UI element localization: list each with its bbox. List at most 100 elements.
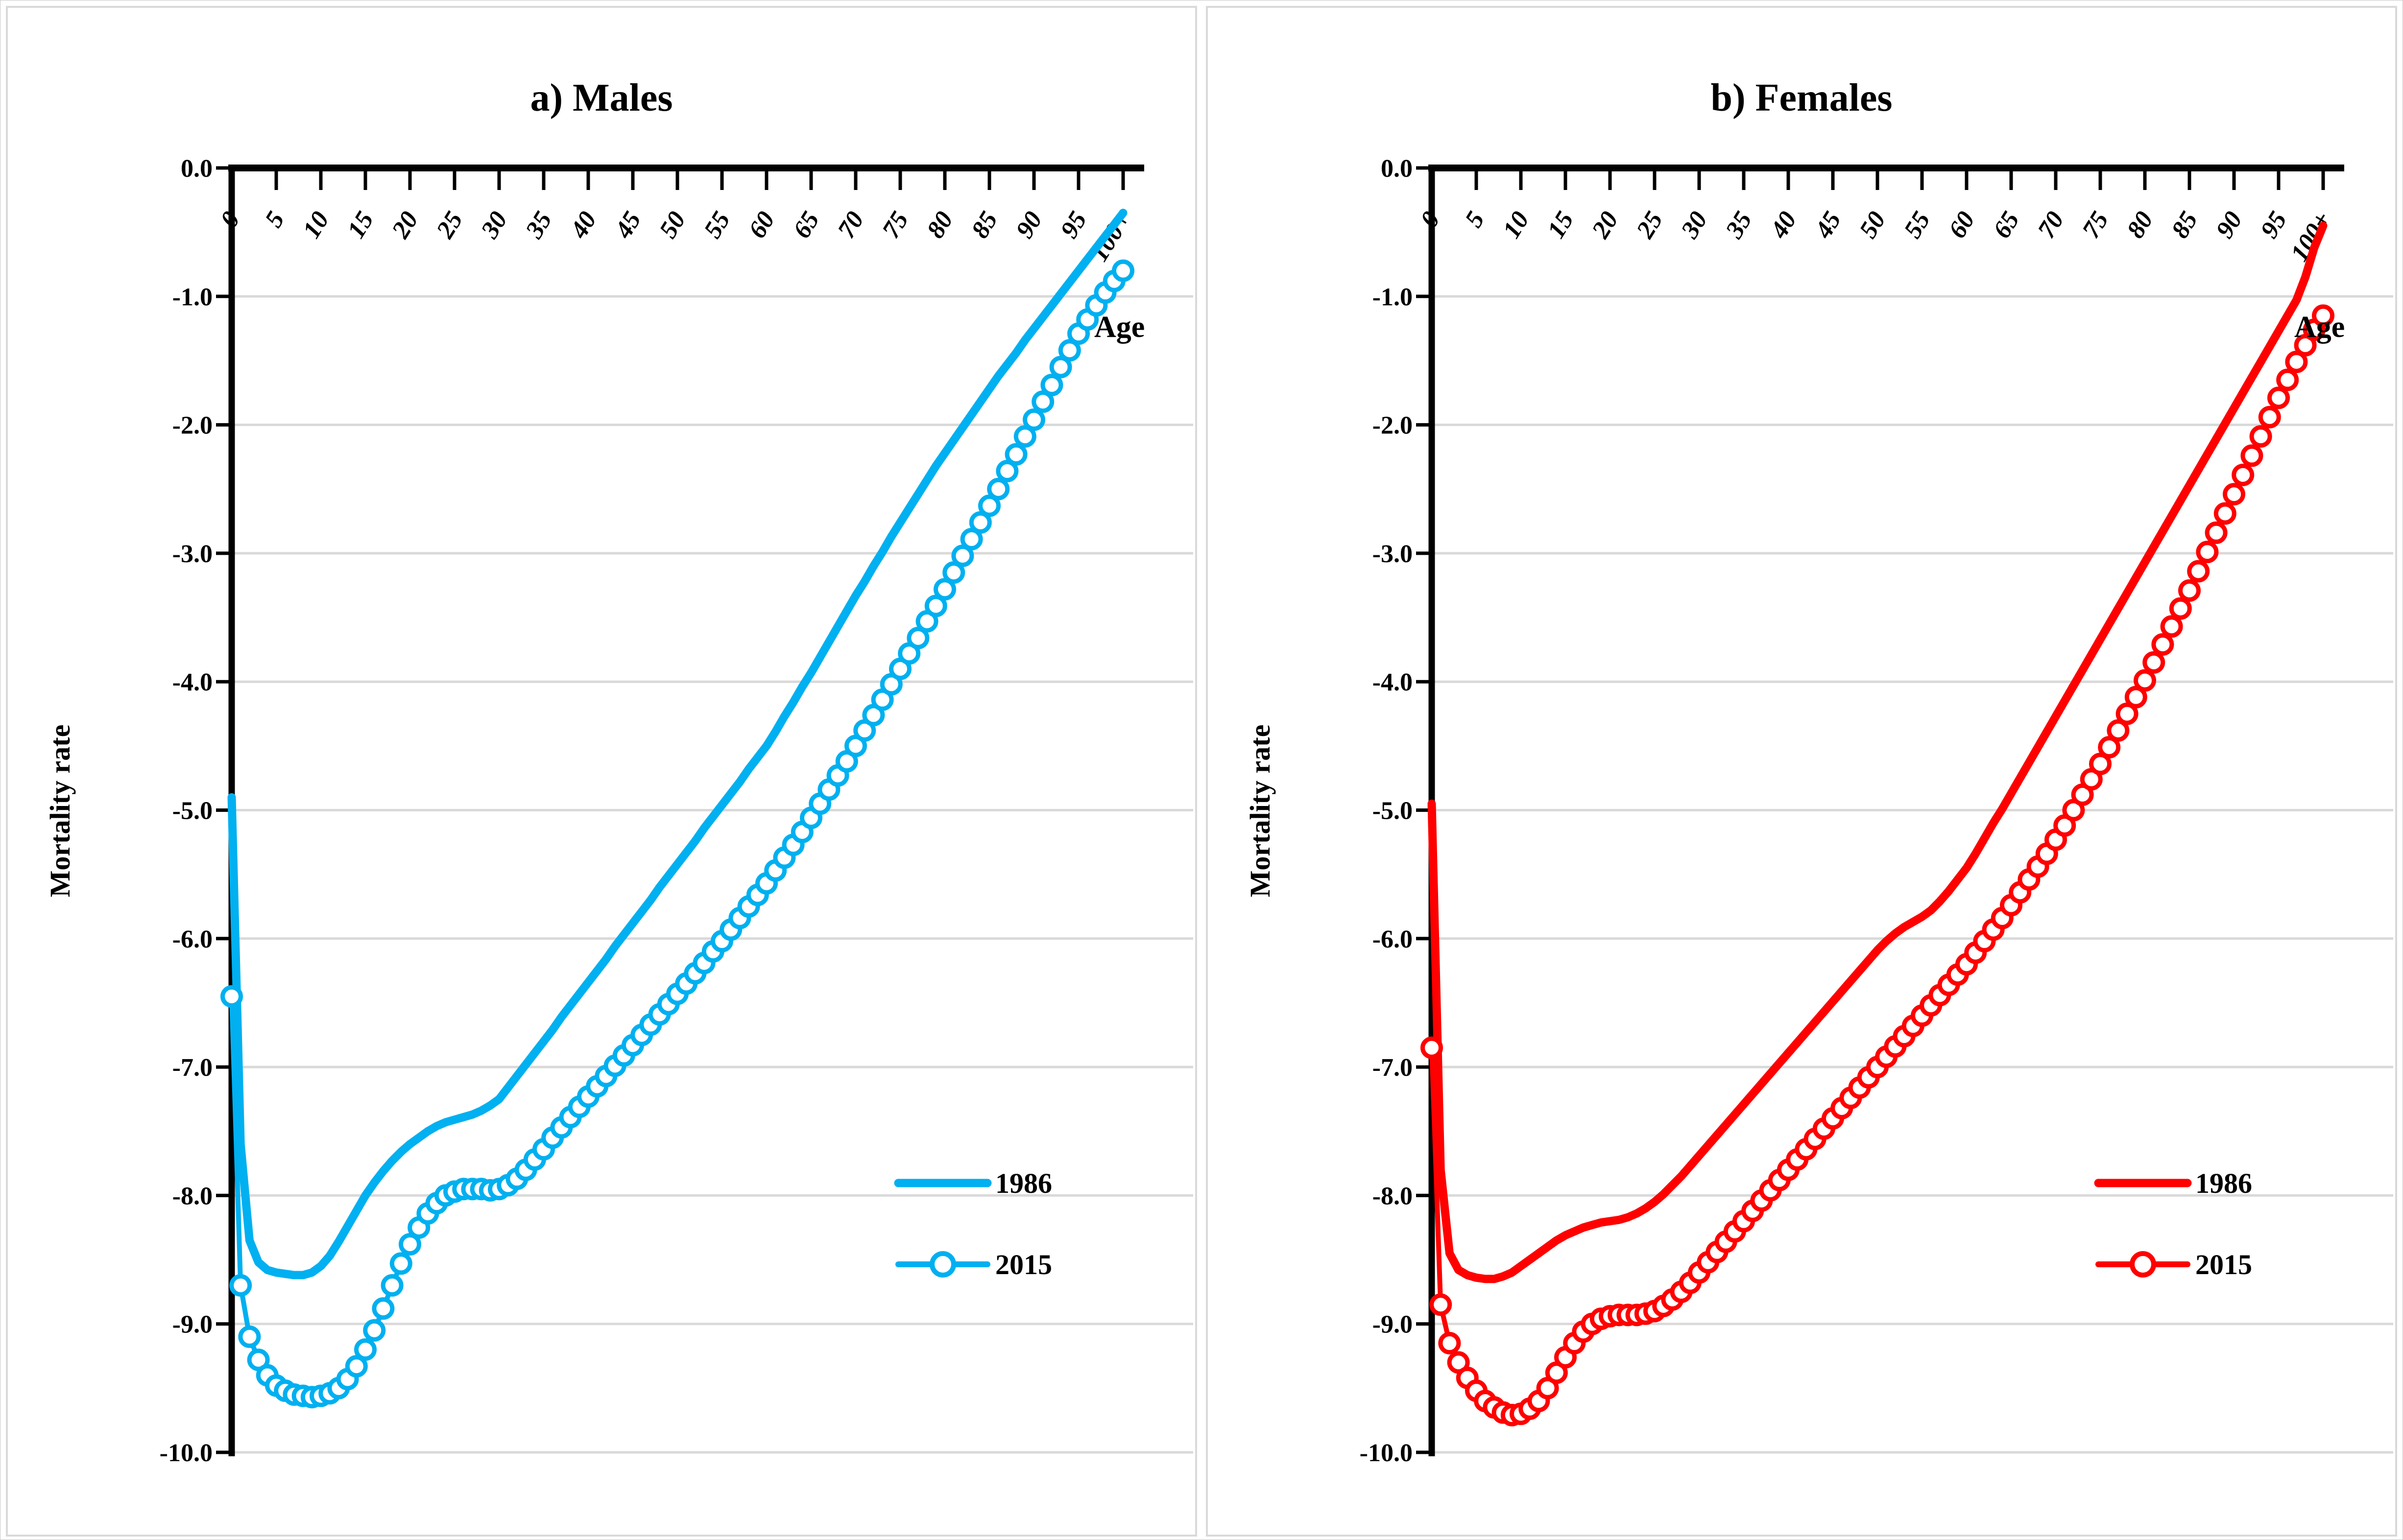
y-tick-label: -7.0	[172, 1054, 213, 1082]
x-tick-label: 90	[1010, 207, 1048, 243]
y-tick-label: -3.0	[1372, 540, 1413, 568]
y-tick-label: -10.0	[1360, 1439, 1413, 1467]
y-tick-label: -9.0	[1372, 1311, 1413, 1339]
y-tick-label: -2.0	[1372, 412, 1413, 440]
series-2015-marker	[2240, 444, 2263, 467]
x-tick-label: 30	[1676, 207, 1713, 243]
series-2015-marker	[2115, 702, 2139, 725]
series-2015-marker	[996, 460, 1019, 483]
x-tick-label: 45	[1809, 207, 1847, 243]
x-tick-label: 15	[1542, 207, 1579, 243]
x-tick-label: 60	[743, 207, 780, 243]
series-2015-marker	[238, 1325, 261, 1348]
series-2015-marker	[2089, 753, 2112, 776]
x-tick-label: 10	[1497, 207, 1535, 243]
x-tick-label: 5	[1460, 207, 1490, 232]
legend-label-2015: 2015	[995, 1249, 1052, 1280]
x-tick-label: 20	[1586, 207, 1624, 243]
series-2015-marker	[1032, 390, 1055, 413]
series-2015-marker	[1058, 339, 1081, 362]
x-tick-label: 15	[342, 207, 379, 243]
series-2015-marker	[1005, 443, 1028, 466]
series-2015-marker	[381, 1274, 404, 1297]
y-tick-label: -1.0	[172, 283, 213, 311]
chart-title: b) Females	[1710, 76, 1892, 119]
series-2015-marker	[2258, 405, 2281, 428]
series-2015-marker	[1112, 259, 1134, 282]
series-2015-marker	[934, 578, 956, 601]
series-2015-marker	[2213, 502, 2236, 525]
x-tick-label: 75	[877, 207, 914, 243]
series-2015-marker	[2142, 651, 2165, 674]
x-tick-label: 70	[832, 207, 869, 243]
series-2015-marker	[978, 494, 1001, 517]
series-2015-marker	[2124, 686, 2147, 709]
females-plot: 0 5 10 15 20 25 30 35 40 45 50 55 60 65 70 75 80 85 90 9510…	[1244, 76, 2393, 1467]
males-plot-layers: 0 5 10 15 20 25 30 35 40 45 50 55 60 65 70 75 80 85 90 9510…	[160, 155, 1193, 1467]
x-tick-label: 25	[431, 207, 468, 243]
legend-label-1986: 1986	[995, 1167, 1052, 1199]
series-2015-marker	[1040, 374, 1063, 397]
series-2015-marker	[2169, 597, 2192, 620]
series-2015-marker	[2249, 425, 2272, 448]
series-2015-marker	[389, 1252, 412, 1275]
y-tick-label: 0.0	[1381, 155, 1413, 183]
y-tick-label: -6.0	[172, 925, 213, 953]
x-tick-label: 50	[654, 207, 691, 243]
series-2015-marker	[2178, 579, 2201, 602]
y-tick-label: -5.0	[1372, 797, 1413, 825]
series-2015-marker	[1013, 425, 1036, 448]
x-tick-label: 40	[1765, 207, 1802, 243]
series-2015-marker	[1049, 355, 1072, 379]
legend: 1986 2015	[995, 1167, 1052, 1280]
series-2015-marker	[2267, 386, 2290, 409]
y-tick-label: -4.0	[172, 668, 213, 696]
x-tick-label: 5	[260, 207, 290, 232]
x-axis-title: Age	[2294, 310, 2345, 344]
series-2015-marker	[2151, 633, 2174, 656]
x-tick-label: 95	[2255, 207, 2292, 243]
series-2015-marker	[2205, 521, 2228, 544]
series-2015-marker	[2232, 463, 2255, 486]
series-2015-marker	[969, 511, 992, 534]
y-tick-label: -8.0	[172, 1182, 213, 1210]
series-1986-line	[1427, 221, 2328, 1283]
x-tick-label: 75	[2077, 207, 2114, 243]
x-tick-label: 95	[1055, 207, 1092, 243]
series-2015-marker	[960, 528, 983, 551]
x-tick-label: 55	[1898, 207, 1936, 243]
y-tick-label: -4.0	[1372, 668, 1413, 696]
x-tick-label: 25	[1631, 207, 1668, 243]
series-2015-marker	[907, 627, 930, 650]
x-tick-label: 65	[1988, 207, 2025, 243]
series-2015-marker	[2285, 351, 2308, 374]
series-2015-marker	[1429, 1293, 1452, 1316]
series-2015-marker	[363, 1319, 386, 1342]
males-chart-panel: 0 5 10 15 20 25 30 35 40 45 50 55 60 65 70 75 80 85 90 95 10…	[6, 6, 1197, 1537]
series-2015-marker	[924, 594, 947, 617]
y-tick-label: -1.0	[1372, 283, 1413, 311]
x-tick-label: 50	[1854, 207, 1891, 243]
series-2015-marker	[2098, 735, 2121, 758]
series-2015-marker	[942, 561, 965, 584]
x-tick-label: 45	[609, 207, 647, 243]
y-tick-label: -6.0	[1372, 925, 1413, 953]
series-2015-marker	[2187, 560, 2210, 583]
series-2015-marker	[2312, 304, 2334, 327]
series-2015-marker	[2196, 541, 2219, 564]
y-tick-label: -8.0	[1372, 1182, 1413, 1210]
x-tick-label: 55	[698, 207, 736, 243]
x-tick-label: 35	[520, 207, 557, 243]
series-1986-line	[227, 209, 1128, 1279]
series-2015-marker	[220, 985, 243, 1008]
legend: 1986 2015	[2195, 1167, 2252, 1280]
y-tick-label: -3.0	[172, 540, 213, 568]
x-tick-label: 40	[565, 207, 602, 243]
y-tick-label: 0.0	[181, 155, 213, 183]
series-2015-marker	[2160, 615, 2183, 638]
y-tick-label: -5.0	[172, 797, 213, 825]
legend-2015-marker-icon	[2130, 1251, 2156, 1278]
series-2015-marker	[2276, 368, 2299, 391]
y-tick-label: -7.0	[1372, 1054, 1413, 1082]
